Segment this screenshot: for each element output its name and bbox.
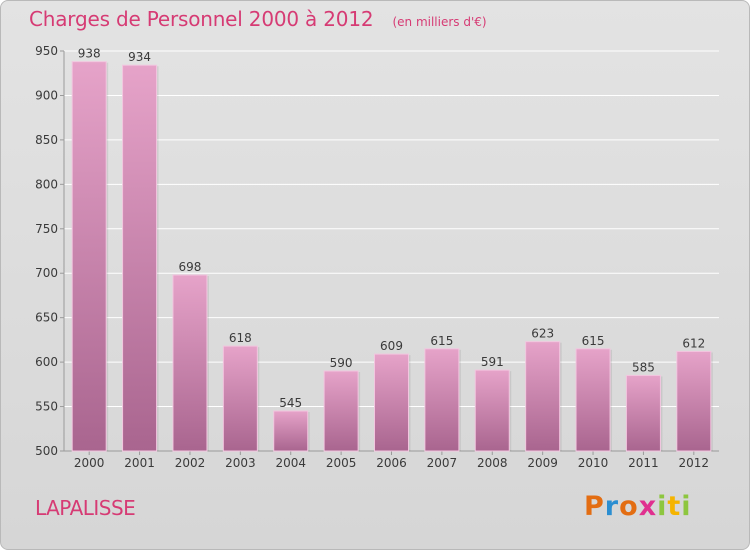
commune-name: LAPALISSE [35, 496, 136, 520]
logo-letter: x [638, 491, 658, 522]
chart-title: Charges de Personnel 2000 à 2012 [29, 7, 374, 31]
data-label: 938 [78, 47, 101, 61]
data-label: 618 [229, 331, 252, 345]
y-tick-label: 500 [35, 444, 58, 458]
logo-letter: o [619, 491, 639, 522]
data-label: 615 [430, 334, 453, 348]
axis-layer: 500 550 600 650 700 750 800 850 900 950 2000 2001 20… [35, 44, 719, 470]
data-label: 585 [632, 360, 655, 374]
data-label: 698 [179, 260, 202, 274]
x-tick-label: 2007 [427, 456, 458, 470]
bar-2008 [474, 369, 510, 452]
logo-letter: t [667, 491, 682, 522]
chart-subtitle: (en milliers d'€) [392, 15, 487, 29]
x-tick-label: 2004 [275, 456, 306, 470]
bar-2004 [273, 410, 309, 452]
bar-2007 [424, 348, 460, 452]
data-label: 623 [531, 327, 554, 341]
y-tick-label: 750 [35, 222, 58, 236]
y-tick-label: 850 [35, 133, 58, 147]
y-tick-label: 700 [35, 266, 58, 280]
logo-letter: i [657, 491, 668, 522]
data-label: 615 [582, 334, 605, 348]
x-tick-label: 2012 [679, 456, 710, 470]
x-tick-label: 2003 [225, 456, 256, 470]
bar-2010 [575, 348, 611, 452]
bar-layer: 938 934 698 618 545 590 609 615 591 623 615 585 612 [71, 47, 713, 452]
bar-2005 [323, 370, 359, 452]
y-tick-label: 550 [35, 400, 58, 414]
x-tick-label: 2008 [477, 456, 508, 470]
data-label: 591 [481, 355, 504, 369]
proxiti-logo[interactable]: Proxiti [584, 491, 692, 522]
y-tick-label: 950 [35, 44, 58, 58]
logo-letter: r [604, 491, 620, 522]
bar-2003 [222, 345, 258, 452]
bar-2012 [676, 350, 712, 452]
x-tick-label: 2010 [578, 456, 609, 470]
y-tick-label: 900 [35, 88, 58, 102]
x-tick-label: 2001 [124, 456, 155, 470]
data-label: 545 [279, 396, 302, 410]
y-tick-label: 600 [35, 355, 58, 369]
data-label: 934 [128, 50, 151, 64]
bar-2011 [625, 374, 661, 452]
data-label: 609 [380, 339, 403, 353]
bar-2001 [122, 64, 158, 452]
y-tick-label: 800 [35, 177, 58, 191]
data-label: 612 [682, 336, 705, 350]
bar-2000 [71, 61, 107, 452]
x-tick-label: 2005 [326, 456, 357, 470]
x-tick-label: 2002 [175, 456, 206, 470]
title-row: Charges de Personnel 2000 à 2012 (en mil… [29, 7, 487, 31]
bar-2002 [172, 274, 208, 452]
x-tick-label: 2006 [376, 456, 407, 470]
logo-letter: P [584, 491, 605, 522]
data-label: 590 [330, 356, 353, 370]
x-tick-label: 2011 [628, 456, 659, 470]
logo-letter: i [681, 491, 692, 522]
x-tick-label: 2009 [527, 456, 558, 470]
bar-2006 [374, 353, 409, 452]
x-tick-label: 2000 [74, 456, 105, 470]
bar-2009 [525, 341, 561, 452]
y-tick-label: 650 [35, 311, 58, 325]
